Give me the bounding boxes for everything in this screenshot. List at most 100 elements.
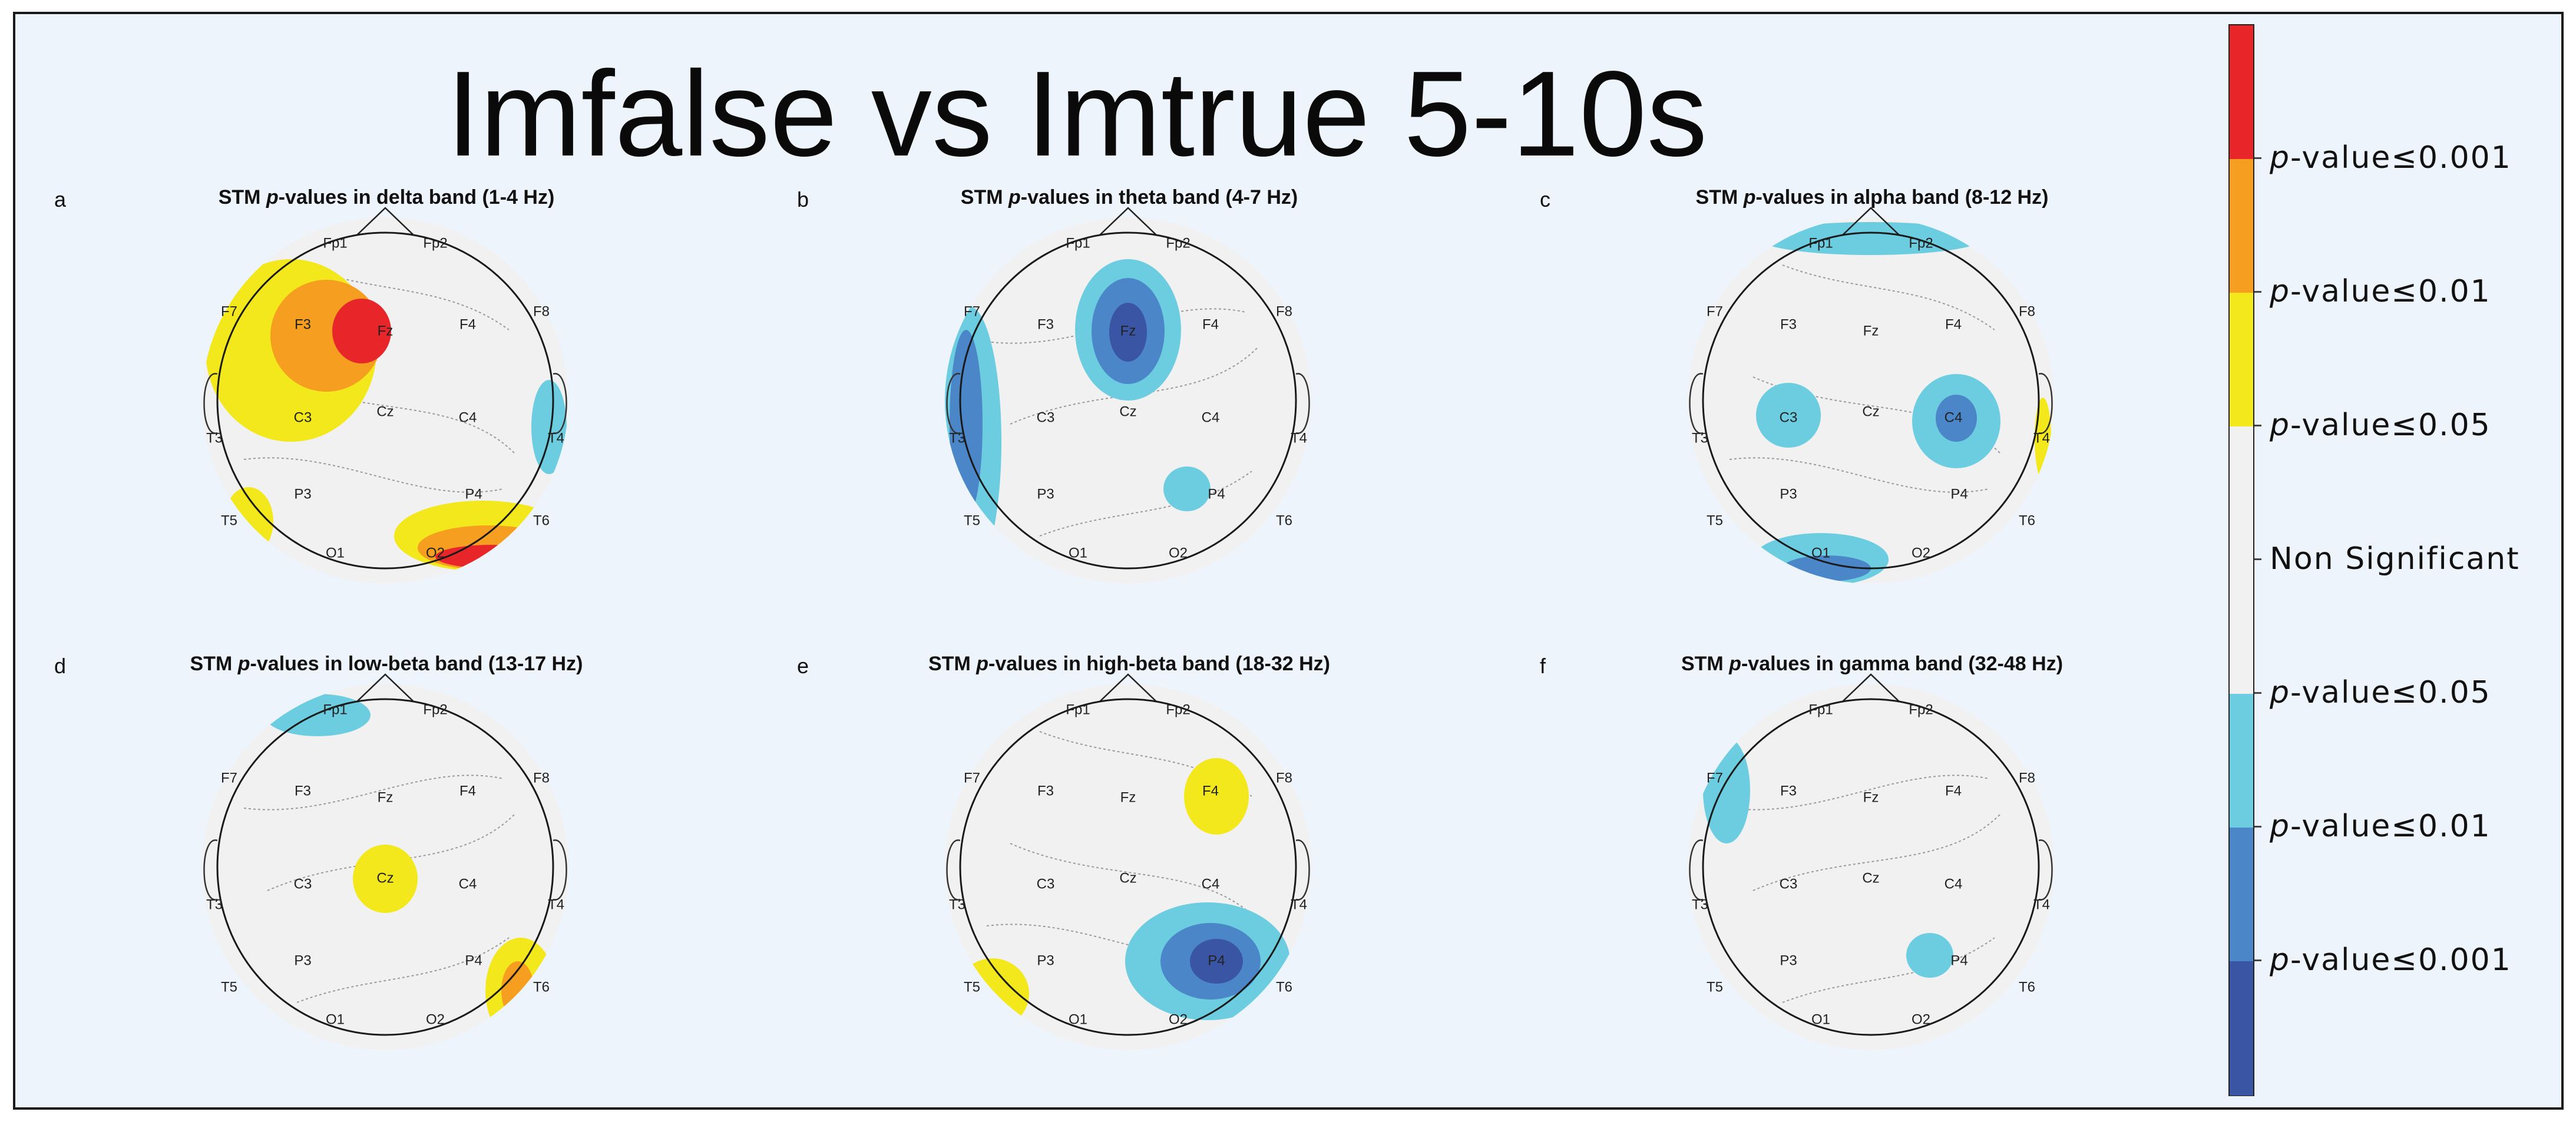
nose xyxy=(1099,673,1157,702)
significance-region-cz xyxy=(353,845,418,913)
electrode-label-c4: C4 xyxy=(1202,409,1220,425)
electrode-label-t5: T5 xyxy=(1707,979,1723,995)
electrode-label-fz: Fz xyxy=(1863,789,1879,805)
panel-title-prefix: STM xyxy=(218,186,266,209)
electrode-label-t3: T3 xyxy=(206,430,223,446)
significance-region-c4 xyxy=(1936,395,1977,442)
panel-letter: b xyxy=(797,187,809,211)
colorbar-label: p-value≤0.01 xyxy=(2270,274,2491,309)
electrode-label-p4: P4 xyxy=(1950,486,1967,502)
electrode-label-f4: F4 xyxy=(459,316,476,332)
contour-line xyxy=(1039,471,1252,537)
topomap-e: Fp1 Fp2 F7 F3 Fz F4 F8 T3 C3 Cz C4 T4 T5 P3 P4 T6 O1 O2 xyxy=(945,673,1311,1050)
left-ear xyxy=(1689,839,1704,901)
significance-region-p4 xyxy=(1906,933,1953,978)
electrode-label-t3: T3 xyxy=(1692,896,1708,912)
electrode-label-f4: F4 xyxy=(459,783,476,799)
panel-letter: a xyxy=(54,187,67,211)
electrode-label-f3: F3 xyxy=(295,316,311,332)
colorbar-label-text: -value≤0.05 xyxy=(2290,675,2491,710)
electrode-label-t6: T6 xyxy=(1276,512,1292,528)
panel-title-prefix: STM xyxy=(1695,186,1744,209)
electrode-label-fp1: Fp1 xyxy=(323,235,347,251)
electrode-label-fz: Fz xyxy=(1120,323,1136,339)
left-ear xyxy=(946,839,961,901)
colorbar-tick xyxy=(2254,692,2261,694)
electrode-label-p3: P3 xyxy=(1037,952,1054,968)
head-outline xyxy=(216,698,554,1036)
electrode-label-cz: Cz xyxy=(376,870,393,886)
significance-region-t6 xyxy=(435,545,547,568)
contour-line xyxy=(1782,937,1995,1003)
panel-title-p: p xyxy=(1729,653,1741,675)
electrode-label-f3: F3 xyxy=(1037,783,1054,799)
panel-title-prefix: STM xyxy=(960,186,1009,209)
electrode-label-c3: C3 xyxy=(1780,876,1798,892)
colorbar-label-text: -value≤0.001 xyxy=(2290,140,2512,176)
electrode-label-o2: O2 xyxy=(1912,545,1930,561)
electrode-label-p4: P4 xyxy=(1208,486,1225,502)
electrode-label-fz: Fz xyxy=(378,323,393,339)
panel-title: STM p-values in gamma band (32-48 Hz) xyxy=(1631,653,2114,676)
electrode-label-t6: T6 xyxy=(1276,979,1292,995)
significance-region-p4 xyxy=(1190,939,1243,984)
electrode-label-fp2: Fp2 xyxy=(1166,235,1190,251)
electrode-label-fz: Fz xyxy=(1120,789,1136,805)
electrode-label-fp2: Fp2 xyxy=(423,235,447,251)
scalp-map-background xyxy=(1688,684,2054,1050)
colorbar-label-p: p xyxy=(2270,942,2291,978)
significance-region-p4 xyxy=(1163,466,1211,511)
right-ear xyxy=(1295,839,1310,901)
electrode-label-c3: C3 xyxy=(1780,409,1798,425)
contour-line xyxy=(1729,775,1989,810)
electrode-label-t3: T3 xyxy=(949,430,965,446)
electrode-label-t3: T3 xyxy=(1692,430,1708,446)
colorbar-segment xyxy=(2230,961,2253,1096)
panel-title: STM p-values in alpha band (8-12 Hz) xyxy=(1631,186,2114,209)
electrode-label-fp2: Fp2 xyxy=(423,702,447,717)
electrode-label-t5: T5 xyxy=(964,512,980,528)
significance-region-f4 xyxy=(1184,758,1249,835)
colorbar-segment xyxy=(2230,694,2253,828)
left-ear xyxy=(946,373,961,434)
electrode-label-fp2: Fp2 xyxy=(1909,702,1933,717)
electrode-label-cz: Cz xyxy=(1119,403,1136,419)
electrode-label-f4: F4 xyxy=(1202,316,1219,332)
electrode-label-t4: T4 xyxy=(1291,896,1307,912)
electrode-label-f4: F4 xyxy=(1202,783,1219,799)
colorbar-label: p-value≤0.05 xyxy=(2270,408,2491,443)
colorbar-tick xyxy=(2254,291,2261,293)
topomap-d: Fp1 Fp2 F7 F3 Fz F4 F8 T3 C3 Cz C4 T4 T5 P3 P4 T6 O1 O2 xyxy=(202,673,568,1050)
electrode-label-fp1: Fp1 xyxy=(1808,702,1833,717)
electrode-label-o2: O2 xyxy=(1169,545,1188,561)
electrode-label-fp2: Fp2 xyxy=(1166,702,1190,717)
electrode-label-c4: C4 xyxy=(1945,409,1963,425)
scalp-map-background xyxy=(1688,217,2054,584)
contour-line xyxy=(1729,457,1989,493)
panel-title: STM p-values in high-beta band (18-32 Hz… xyxy=(888,653,1371,676)
head-outline xyxy=(959,231,1297,570)
electrode-label-f3: F3 xyxy=(1780,783,1797,799)
electrode-label-o2: O2 xyxy=(426,1011,445,1027)
panel-title-prefix: STM xyxy=(1681,653,1730,675)
electrode-label-t5: T5 xyxy=(221,979,237,995)
electrode-label-o1: O1 xyxy=(1811,1011,1830,1027)
electrode-label-fp1: Fp1 xyxy=(1066,702,1090,717)
colorbar-label-p: p xyxy=(2270,809,2291,844)
panel-letter: c xyxy=(1540,187,1550,211)
electrode-label-f8: F8 xyxy=(533,303,550,319)
colorbar-label-p: p xyxy=(2270,274,2291,309)
contour-line xyxy=(986,924,1246,959)
electrode-label-f7: F7 xyxy=(221,770,237,786)
colorbar-label-p: p xyxy=(2270,408,2291,443)
electrode-label-fp1: Fp1 xyxy=(323,702,347,717)
electrode-label-p3: P3 xyxy=(294,952,311,968)
electrode-label-t4: T4 xyxy=(2033,430,2050,446)
electrode-label-o2: O2 xyxy=(1912,1011,1930,1027)
electrode-label-o1: O1 xyxy=(1069,545,1087,561)
electrode-label-c4: C4 xyxy=(1202,876,1220,892)
nose xyxy=(1842,207,1900,236)
colorbar-segment xyxy=(2230,426,2253,561)
colorbar-label: p-value≤0.001 xyxy=(2270,942,2512,978)
significance-region-fz xyxy=(332,299,391,363)
